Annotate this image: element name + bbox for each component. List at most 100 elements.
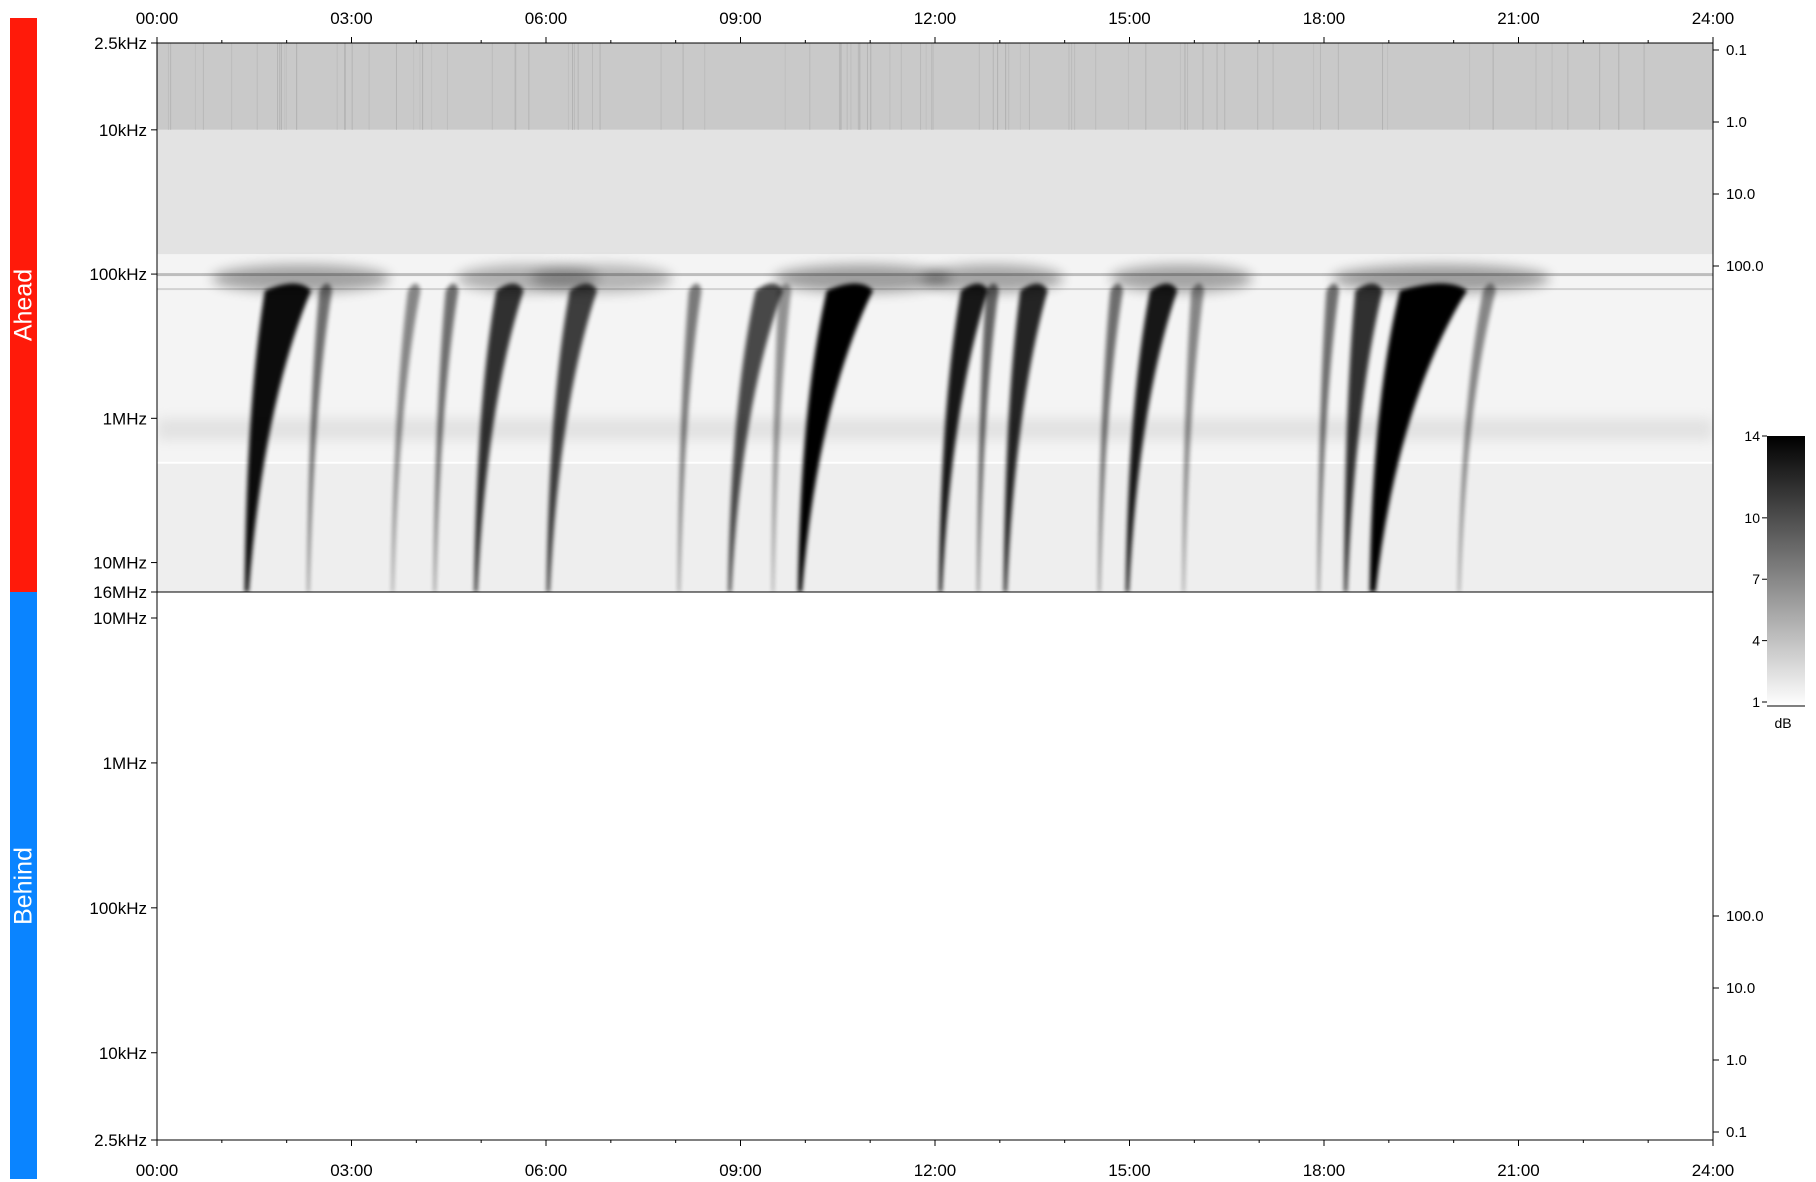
bottom-time-label: 24:00 bbox=[1692, 1161, 1735, 1180]
bottom-time-label: 15:00 bbox=[1108, 1161, 1151, 1180]
noise-streak bbox=[284, 43, 286, 130]
noise-streak bbox=[931, 43, 933, 130]
noise-streak bbox=[413, 43, 415, 130]
radio-burst-13 bbox=[1003, 283, 1048, 592]
noise-streak bbox=[850, 43, 852, 130]
noise-streak bbox=[1319, 43, 1321, 130]
top-time-label: 12:00 bbox=[914, 9, 957, 28]
radio-burst-17 bbox=[1317, 283, 1340, 592]
colorbar-tick-label: 4 bbox=[1752, 633, 1760, 649]
burst-body bbox=[391, 283, 421, 592]
noise-streak bbox=[194, 43, 196, 130]
band-boundary bbox=[157, 461, 1713, 464]
noise-streak bbox=[870, 43, 872, 130]
behind-right-label: 10.0 bbox=[1726, 980, 1755, 997]
bottom-time-label: 18:00 bbox=[1303, 1161, 1346, 1180]
behind-right-label: 0.1 bbox=[1726, 1124, 1747, 1141]
noise-streak bbox=[1337, 43, 1339, 130]
noise-streak bbox=[573, 43, 575, 130]
top-time-label: 06:00 bbox=[525, 9, 568, 28]
noise-streak bbox=[1224, 43, 1226, 130]
burst-body bbox=[1369, 283, 1468, 592]
burst-body bbox=[1344, 283, 1383, 592]
noise-streak bbox=[336, 43, 338, 130]
noise-streak bbox=[682, 43, 684, 130]
noise-streak bbox=[1618, 43, 1620, 130]
noise-streak bbox=[514, 43, 516, 130]
noise-streak bbox=[846, 43, 848, 130]
burst-body bbox=[546, 283, 598, 592]
top-time-label: 09:00 bbox=[719, 9, 762, 28]
behind-freq-label: 2.5kHz bbox=[94, 1131, 147, 1150]
behind-right-label: 100.0 bbox=[1726, 908, 1764, 925]
noise-streak bbox=[925, 43, 927, 130]
colorbar-unit-label: dB bbox=[1774, 715, 1791, 731]
ahead-freq-label: 100kHz bbox=[89, 265, 147, 284]
radio-burst-10 bbox=[773, 264, 952, 592]
interference-line bbox=[157, 288, 1713, 291]
top-time-label: 24:00 bbox=[1692, 9, 1735, 28]
noise-streak bbox=[932, 43, 934, 130]
ahead-right-label: 0.1 bbox=[1726, 42, 1747, 59]
noise-streak bbox=[704, 43, 706, 130]
noise-streak bbox=[1179, 43, 1181, 130]
burst-body bbox=[938, 283, 989, 592]
noise-streak bbox=[344, 43, 346, 130]
noise-streak bbox=[572, 43, 574, 130]
burst-body bbox=[1125, 283, 1178, 592]
noise-streak bbox=[395, 43, 397, 130]
mid-frequency-band bbox=[157, 129, 1713, 255]
burst-body bbox=[433, 283, 459, 592]
ahead-right-label: 100.0 bbox=[1726, 258, 1764, 275]
ahead-spectrogram bbox=[157, 43, 1713, 592]
noise-streak bbox=[839, 43, 841, 130]
noise-streak bbox=[1387, 43, 1389, 130]
noise-streak bbox=[838, 43, 840, 130]
top-time-label: 21:00 bbox=[1497, 9, 1540, 28]
noise-streak bbox=[1019, 43, 1021, 130]
top-time-label: 00:00 bbox=[136, 9, 179, 28]
noise-streak bbox=[279, 43, 281, 130]
radio-burst-4 bbox=[433, 283, 459, 592]
burst-body bbox=[977, 283, 999, 592]
noise-streak bbox=[920, 43, 922, 130]
noise-streak bbox=[840, 43, 842, 130]
behind-side-bar: Behind bbox=[9, 592, 37, 1179]
behind-right-label: 1.0 bbox=[1726, 1052, 1747, 1069]
colorbar-tick-label: 7 bbox=[1752, 571, 1760, 587]
noise-streak bbox=[515, 43, 517, 130]
radio-burst-11 bbox=[921, 264, 1064, 592]
burst-body bbox=[728, 283, 783, 592]
burst-body bbox=[1003, 283, 1048, 592]
ahead-freq-label: 10MHz bbox=[93, 554, 147, 573]
noise-streak bbox=[419, 43, 421, 130]
noise-streak bbox=[1643, 43, 1645, 130]
noise-streak bbox=[202, 43, 204, 130]
noise-streak bbox=[1071, 43, 1073, 130]
noise-streak bbox=[866, 43, 868, 130]
burst-halo bbox=[773, 264, 952, 293]
colorbar-tick-label: 1 bbox=[1752, 694, 1760, 710]
noise-streak bbox=[567, 43, 569, 130]
radio-burst-6 bbox=[530, 264, 673, 592]
colorbar-tick-label: 14 bbox=[1744, 428, 1760, 444]
noise-streak bbox=[1272, 43, 1274, 130]
burst-halo bbox=[211, 264, 390, 293]
noise-streak bbox=[858, 43, 860, 130]
noise-streak bbox=[231, 43, 233, 130]
behind-freq-label: 10kHz bbox=[99, 1044, 147, 1063]
noise-streak bbox=[997, 43, 999, 130]
noise-streak bbox=[1599, 43, 1601, 130]
radio-burst-14 bbox=[1098, 283, 1123, 592]
top-time-label: 18:00 bbox=[1303, 9, 1346, 28]
noise-streak bbox=[170, 43, 172, 130]
bottom-time-label: 00:00 bbox=[136, 1161, 179, 1180]
noise-streak bbox=[599, 43, 601, 130]
burst-body bbox=[678, 283, 702, 592]
noise-streak bbox=[285, 43, 287, 130]
ahead-freq-label: 10kHz bbox=[99, 121, 147, 140]
behind-freq-label: 100kHz bbox=[89, 899, 147, 918]
noise-streak bbox=[1005, 43, 1007, 130]
noise-streak bbox=[1028, 43, 1030, 130]
noise-streak bbox=[528, 43, 530, 130]
